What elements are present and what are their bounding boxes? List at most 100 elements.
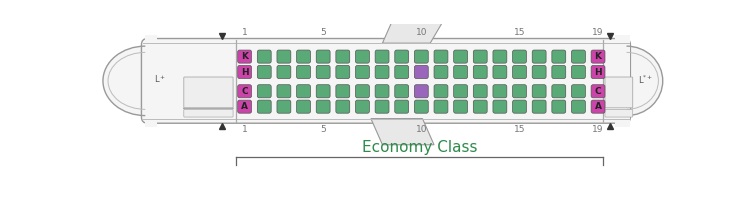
FancyBboxPatch shape (493, 65, 506, 79)
Polygon shape (382, 17, 446, 43)
Text: A: A (241, 102, 248, 111)
FancyBboxPatch shape (493, 85, 506, 98)
FancyBboxPatch shape (394, 50, 409, 63)
FancyBboxPatch shape (316, 100, 330, 113)
FancyBboxPatch shape (394, 85, 409, 98)
FancyBboxPatch shape (474, 50, 487, 63)
FancyBboxPatch shape (297, 85, 311, 98)
FancyBboxPatch shape (512, 65, 527, 79)
Text: K: K (595, 52, 601, 61)
FancyBboxPatch shape (571, 85, 586, 98)
Text: 1: 1 (242, 125, 247, 134)
Text: 19: 19 (592, 125, 604, 134)
Ellipse shape (108, 52, 182, 109)
FancyBboxPatch shape (356, 100, 369, 113)
FancyBboxPatch shape (415, 85, 428, 98)
Ellipse shape (595, 52, 658, 109)
Bar (146, 35, 157, 127)
FancyBboxPatch shape (375, 85, 389, 98)
FancyBboxPatch shape (238, 65, 252, 79)
Text: H: H (595, 67, 602, 76)
FancyBboxPatch shape (375, 65, 389, 79)
Text: 5: 5 (320, 125, 326, 134)
FancyBboxPatch shape (277, 85, 291, 98)
FancyBboxPatch shape (238, 85, 252, 98)
FancyBboxPatch shape (184, 109, 233, 117)
FancyBboxPatch shape (356, 50, 369, 63)
FancyBboxPatch shape (453, 65, 468, 79)
FancyBboxPatch shape (552, 50, 565, 63)
FancyBboxPatch shape (532, 65, 546, 79)
Text: 10: 10 (415, 28, 427, 37)
FancyBboxPatch shape (238, 50, 252, 63)
FancyBboxPatch shape (336, 50, 350, 63)
FancyBboxPatch shape (316, 85, 330, 98)
FancyBboxPatch shape (297, 50, 311, 63)
FancyBboxPatch shape (394, 100, 409, 113)
FancyBboxPatch shape (453, 50, 468, 63)
FancyBboxPatch shape (552, 85, 565, 98)
Text: Economy Class: Economy Class (362, 140, 477, 155)
FancyBboxPatch shape (257, 85, 271, 98)
FancyBboxPatch shape (434, 100, 448, 113)
FancyBboxPatch shape (474, 85, 487, 98)
FancyBboxPatch shape (356, 65, 369, 79)
FancyBboxPatch shape (336, 100, 350, 113)
FancyBboxPatch shape (141, 39, 630, 123)
FancyBboxPatch shape (571, 50, 586, 63)
FancyBboxPatch shape (605, 77, 633, 108)
FancyBboxPatch shape (512, 100, 527, 113)
Text: 10: 10 (415, 125, 427, 134)
FancyBboxPatch shape (394, 65, 409, 79)
FancyBboxPatch shape (434, 50, 448, 63)
FancyBboxPatch shape (277, 65, 291, 79)
Text: A: A (595, 102, 601, 111)
Ellipse shape (590, 46, 663, 116)
FancyBboxPatch shape (316, 65, 330, 79)
FancyBboxPatch shape (297, 100, 311, 113)
FancyBboxPatch shape (277, 100, 291, 113)
Text: K: K (241, 52, 248, 61)
FancyBboxPatch shape (493, 50, 506, 63)
FancyBboxPatch shape (277, 50, 291, 63)
FancyBboxPatch shape (512, 85, 527, 98)
FancyBboxPatch shape (415, 65, 428, 79)
FancyBboxPatch shape (532, 85, 546, 98)
FancyBboxPatch shape (532, 50, 546, 63)
Text: 1: 1 (242, 28, 247, 37)
FancyBboxPatch shape (512, 50, 527, 63)
Text: L$^+$: L$^+$ (154, 73, 166, 85)
Text: C: C (241, 87, 248, 96)
Text: 19: 19 (592, 28, 604, 37)
FancyBboxPatch shape (605, 109, 633, 117)
FancyBboxPatch shape (571, 100, 586, 113)
Text: 15: 15 (514, 125, 525, 134)
FancyBboxPatch shape (591, 85, 605, 98)
Text: 15: 15 (514, 28, 525, 37)
FancyBboxPatch shape (571, 65, 586, 79)
FancyBboxPatch shape (434, 65, 448, 79)
FancyBboxPatch shape (415, 50, 428, 63)
Text: H: H (241, 67, 249, 76)
FancyBboxPatch shape (591, 65, 605, 79)
FancyBboxPatch shape (257, 100, 271, 113)
FancyBboxPatch shape (552, 100, 565, 113)
FancyBboxPatch shape (493, 100, 506, 113)
FancyBboxPatch shape (434, 85, 448, 98)
Bar (615, 35, 630, 127)
FancyBboxPatch shape (375, 50, 389, 63)
FancyBboxPatch shape (238, 100, 252, 113)
FancyBboxPatch shape (336, 85, 350, 98)
FancyBboxPatch shape (552, 65, 565, 79)
FancyBboxPatch shape (336, 65, 350, 79)
FancyBboxPatch shape (532, 100, 546, 113)
FancyBboxPatch shape (316, 50, 330, 63)
FancyBboxPatch shape (591, 50, 605, 63)
FancyBboxPatch shape (453, 100, 468, 113)
Text: C: C (595, 87, 601, 96)
Text: L$^{*+}$: L$^{*+}$ (638, 73, 654, 86)
Ellipse shape (103, 46, 187, 116)
FancyBboxPatch shape (415, 100, 428, 113)
FancyBboxPatch shape (474, 65, 487, 79)
FancyBboxPatch shape (591, 100, 605, 113)
